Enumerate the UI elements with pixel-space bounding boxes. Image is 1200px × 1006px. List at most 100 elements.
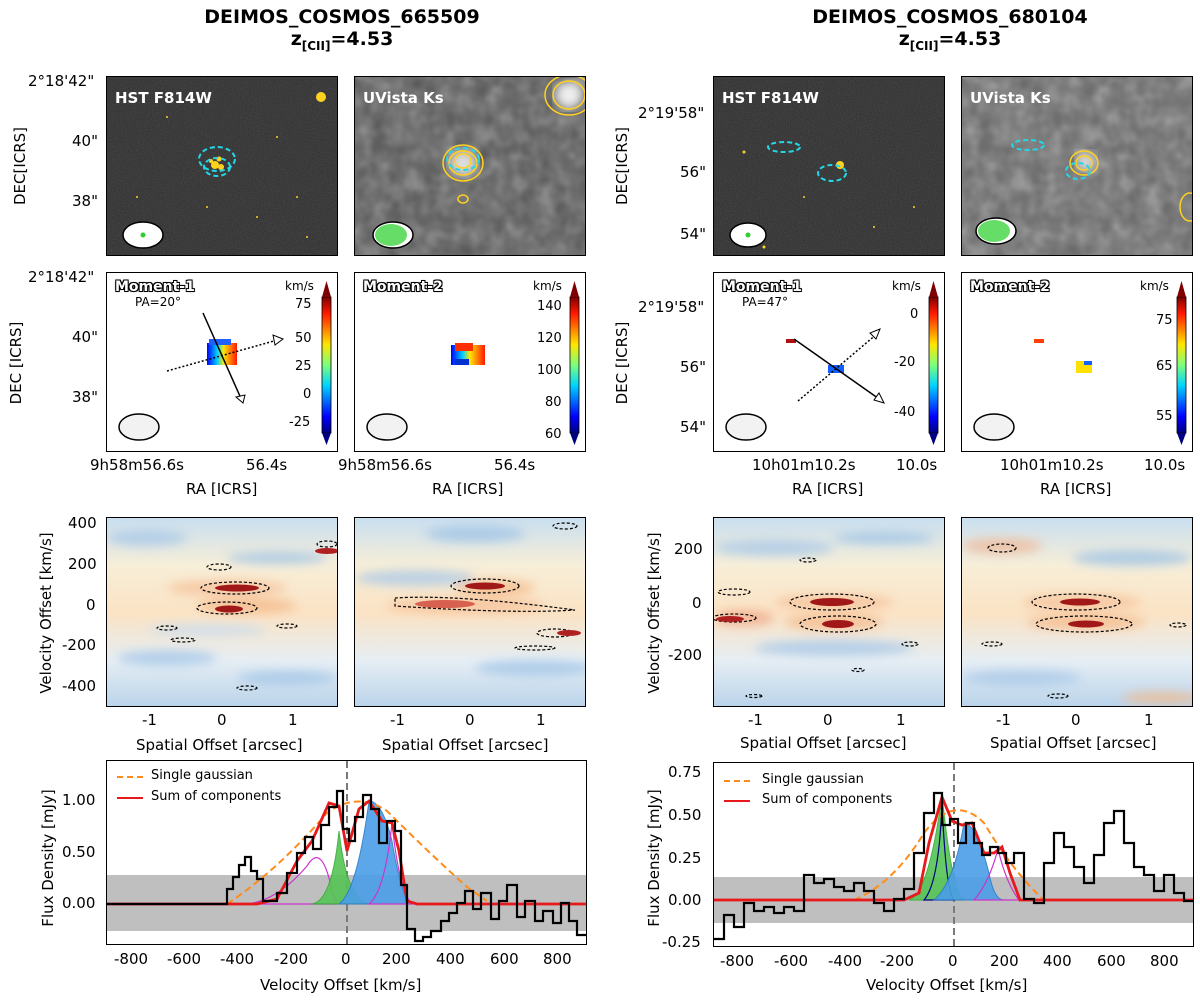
left-pa-label: PA=20° — [135, 295, 182, 309]
right-title: DEIMOS_COSMOS_680104 z[CII]=4.53 — [780, 6, 1120, 57]
right-pv-x-tick2: -1 — [996, 711, 1011, 729]
left-title: DEIMOS_COSMOS_665509 z[CII]=4.53 — [172, 6, 512, 57]
right-moment2-panel: Moment-2 km/s 75 65 55 — [961, 272, 1193, 452]
right-mom2-unit: km/s — [1140, 279, 1169, 293]
right-pv-vel-axis-label: Velocity Offset [km/s] — [645, 532, 663, 694]
right-dec-mom-axis-label: DEC [ICRS] — [613, 321, 631, 405]
right-spec-y-tick: 0.00 — [668, 891, 702, 909]
left-spectrum-panel: Single gaussian Sum of components — [106, 760, 587, 945]
legend-single-line-left — [117, 776, 143, 778]
legend-sum-label-left: Sum of components — [151, 789, 282, 804]
right-redshift: z[CII]=4.53 — [898, 28, 1002, 53]
right-hst-image: HST F814W — [713, 76, 945, 256]
right-spec-x-tick: -600 — [774, 952, 809, 970]
left-pv-x-tick: 0 — [217, 711, 227, 729]
left-ra-tick: 9h58m56.6s — [90, 456, 184, 474]
right-ra-tick: 10.0s — [896, 456, 938, 474]
right-uvista-image: UVista Ks — [961, 76, 1193, 256]
right-spec-x-tick: -800 — [720, 952, 755, 970]
left-name: DEIMOS_COSMOS_665509 — [204, 6, 480, 28]
left-dec-axis-label: DEC[ICRS] — [11, 126, 29, 206]
left-cb1-tick: 50 — [295, 331, 312, 346]
right-ra-axis-label: RA [ICRS] — [792, 480, 864, 498]
right-pv-panel-2 — [961, 517, 1193, 707]
left-pv-x-tick: -1 — [142, 711, 157, 729]
left-mom-dec-tick: 40" — [72, 328, 98, 346]
left-moment1-label: Moment-1 — [115, 279, 195, 295]
right-mom-dec-tick: 54" — [680, 418, 706, 436]
left-dec-tick: 38" — [72, 192, 98, 210]
right-pv-panel-1 — [713, 517, 945, 707]
left-uvista-label: UVista Ks — [363, 89, 444, 107]
left-pv-panel-2 — [354, 517, 586, 707]
left-pv-x-tick: 1 — [288, 711, 298, 729]
right-cb1-tick: 0 — [910, 307, 919, 322]
left-cb2-tick: 120 — [537, 331, 562, 346]
left-pv-x-tick2: 1 — [536, 711, 546, 729]
legend-single-line-right — [724, 780, 750, 782]
left-cb2-tick: 60 — [545, 427, 562, 442]
left-pv-y-tick: 400 — [68, 514, 97, 532]
left-cb1-tick: 75 — [295, 297, 312, 312]
left-dec-tick: 2°18'42" — [28, 72, 95, 90]
left-mom2-unit: km/s — [533, 279, 562, 293]
right-moment1-label: Moment-1 — [722, 279, 802, 295]
left-spec-x-tick: 600 — [490, 950, 519, 968]
right-spec-x-tick: 800 — [1150, 952, 1179, 970]
right-pv-x-tick2: 1 — [1144, 711, 1154, 729]
right-vel-axis-label: Velocity Offset [km/s] — [866, 976, 1028, 994]
left-flux-axis-label: Flux Density [mJy] — [39, 789, 57, 927]
right-mom-dec-tick: 2°19'58" — [638, 298, 705, 316]
right-pv-y-tick: 0 — [692, 594, 702, 612]
left-mom-dec-tick: 38" — [72, 388, 98, 406]
left-spec-x-tick: -600 — [167, 950, 202, 968]
right-ra-tick2: 10.0s — [1144, 456, 1186, 474]
right-moment1-panel: Moment-1 PA=47° km/s 0 -20 -40 — [713, 272, 945, 452]
right-pv-y-tick: -200 — [668, 646, 703, 664]
right-flux-axis-label: Flux Density [mJy] — [645, 789, 663, 927]
right-uvista-label: UVista Ks — [970, 89, 1051, 107]
left-pv-panel-1 — [106, 517, 338, 707]
right-spatial-axis-label2: Spatial Offset [arcsec] — [990, 734, 1157, 752]
right-pv-x-tick2: 0 — [1071, 711, 1081, 729]
left-dec-mom-axis-label: DEC [ICRS] — [7, 321, 25, 405]
right-spec-y-tick: 0.75 — [668, 763, 702, 781]
right-spec-x-tick: -400 — [828, 952, 863, 970]
left-cb2-tick: 140 — [537, 299, 562, 314]
left-moment2-label: Moment-2 — [363, 279, 443, 295]
right-pv-y-tick: 200 — [674, 540, 703, 558]
right-pv-x-tick: 0 — [823, 711, 833, 729]
right-dec-tick: 56" — [680, 163, 706, 181]
left-ra-tick: 56.4s — [246, 456, 288, 474]
right-hst-label: HST F814W — [722, 89, 819, 107]
left-cb1-tick: -25 — [289, 415, 311, 430]
left-hst-label: HST F814W — [115, 89, 212, 107]
legend-single-label-left: Single gaussian — [151, 768, 253, 783]
left-ra-tick2: 56.4s — [494, 456, 536, 474]
left-cb1-tick: 0 — [303, 387, 312, 402]
right-ra-axis-label2: RA [ICRS] — [1040, 480, 1112, 498]
right-spec-x-tick: 600 — [1097, 952, 1126, 970]
right-ra-tick: 10h01m10.2s — [752, 456, 856, 474]
left-pv-y-tick: -400 — [62, 677, 97, 695]
left-pv-vel-axis-label: Velocity Offset [km/s] — [37, 532, 55, 694]
right-dec-axis-label: DEC[ICRS] — [613, 126, 631, 206]
right-spec-x-tick: -200 — [880, 952, 915, 970]
left-dec-tick: 40" — [72, 132, 98, 150]
right-spatial-axis-label: Spatial Offset [arcsec] — [740, 734, 907, 752]
left-moment2-panel: Moment-2 km/s 140 120 100 80 60 — [354, 272, 586, 452]
right-name: DEIMOS_COSMOS_680104 — [812, 6, 1088, 28]
left-spec-y-tick: 0.50 — [62, 843, 96, 861]
left-moment1-panel: Moment-1 PA=20° km/s 75 50 25 0 -25 — [106, 272, 338, 452]
left-ra-axis-label: RA [ICRS] — [186, 480, 258, 498]
right-pa-label: PA=47° — [742, 295, 789, 309]
left-cb2-tick: 80 — [545, 395, 562, 410]
left-pv-y-tick: -200 — [62, 636, 97, 654]
right-moment2-label: Moment-2 — [970, 279, 1050, 295]
left-hst-image: HST F814W — [106, 76, 338, 256]
right-pv-x-tick: -1 — [748, 711, 763, 729]
right-spec-y-tick: -0.25 — [662, 933, 701, 951]
right-mom1-unit: km/s — [892, 279, 921, 293]
left-mom1-unit: km/s — [285, 279, 314, 293]
right-cb2-tick: 65 — [1156, 359, 1173, 374]
